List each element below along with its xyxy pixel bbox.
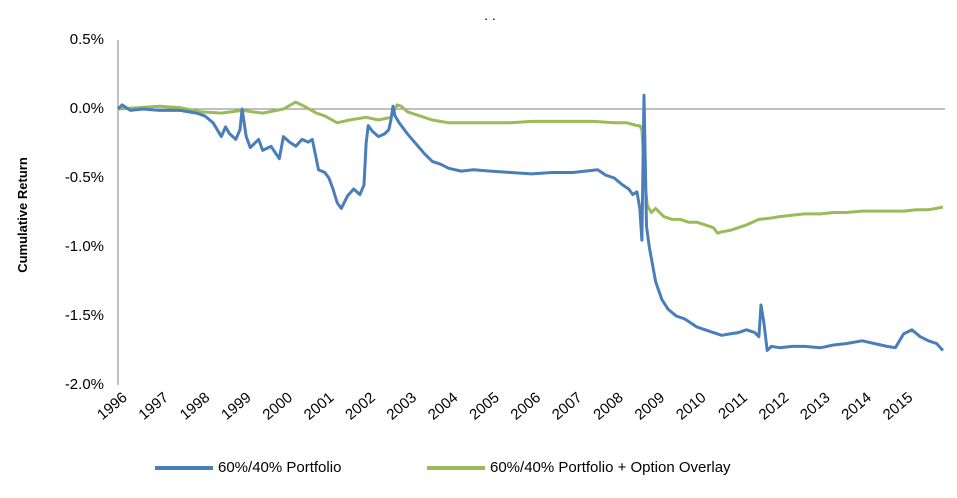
x-tick-label: 2009 — [632, 389, 668, 423]
x-tick-label: 2001 — [301, 389, 337, 423]
x-tick-label: 2010 — [673, 389, 709, 423]
y-axis-ticks: 0.5% 0.0% -0.5% -1.0% -1.5% -2.0% — [65, 31, 104, 393]
series-line-1 — [117, 100, 944, 235]
y-tick-label: -2.0% — [65, 376, 104, 393]
x-tick-label: 2012 — [756, 389, 792, 423]
x-tick-label: 1999 — [218, 389, 254, 423]
x-tick-label: 2002 — [342, 389, 378, 423]
legend-label: 60%/40% Portfolio + Option Overlay — [490, 459, 731, 476]
series-lines — [116, 93, 945, 352]
x-tick-label: 2004 — [425, 389, 461, 423]
legend: 60%/40% Portfolio 60%/40% Portfolio + Opt… — [155, 459, 731, 476]
y-tick-label: 0.5% — [70, 31, 104, 48]
x-axis-ticks: 1996 1997 1998 1999 2000 2001 2002 2003 2004 2005… — [94, 389, 916, 423]
x-tick-label: 2005 — [466, 389, 502, 423]
y-tick-label: -1.0% — [65, 238, 104, 255]
y-tick-label: 0.0% — [70, 100, 104, 117]
x-tick-label: 2006 — [508, 389, 544, 423]
x-tick-label: 1998 — [177, 389, 213, 423]
x-tick-label: 2015 — [880, 389, 916, 423]
chart-title: . . — [484, 7, 496, 23]
y-tick-label: -0.5% — [65, 169, 104, 186]
x-tick-label: 2007 — [549, 389, 585, 423]
legend-label: 60%/40% Portfolio — [218, 459, 341, 476]
x-tick-label: 2011 — [715, 389, 751, 423]
x-tick-label: 2014 — [838, 389, 874, 423]
series-line-0 — [116, 93, 945, 352]
x-tick-label: 2008 — [590, 389, 626, 423]
x-tick-label: 1996 — [94, 389, 130, 423]
x-tick-label: 2003 — [384, 389, 420, 423]
x-tick-label: 2000 — [259, 389, 295, 423]
y-tick-label: -1.5% — [65, 307, 104, 324]
x-tick-label: 1997 — [135, 389, 171, 423]
x-tick-label: 2013 — [797, 389, 833, 423]
y-axis-label: Cumulative Return — [15, 157, 30, 273]
